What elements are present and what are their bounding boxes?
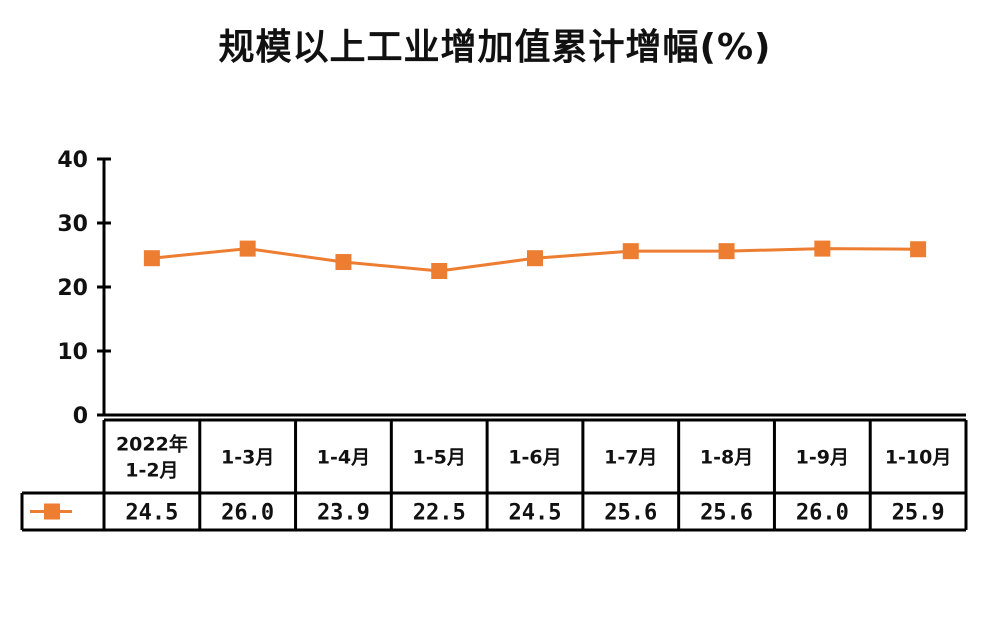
data-table-value: 25.6 [700, 501, 753, 526]
y-tick-label: 30 [57, 212, 88, 237]
chart-title: 规模以上工业增加值累计增幅(%) [218, 27, 772, 68]
y-tick-label: 0 [73, 404, 88, 429]
x-category-label: 1-2月 [125, 460, 178, 482]
x-category-label: 1-7月 [604, 447, 657, 469]
legend-square-marker [44, 503, 60, 520]
data-table-value: 24.5 [509, 501, 562, 526]
x-category-label: 1-3月 [221, 447, 274, 469]
data-point-marker [622, 243, 639, 260]
data-table-value: 24.5 [125, 501, 178, 526]
data-table-value: 26.0 [796, 501, 849, 526]
data-point-marker [910, 241, 927, 258]
y-tick-label: 20 [57, 276, 88, 301]
x-category-label: 1-5月 [413, 447, 466, 469]
data-point-marker [335, 254, 352, 271]
x-category-label: 2022年 [116, 433, 188, 456]
x-category-label: 1-6月 [508, 447, 561, 469]
data-table-value: 23.9 [317, 501, 370, 526]
x-category-label: 1-8月 [700, 447, 753, 469]
data-table-value: 22.5 [413, 501, 466, 526]
data-point-marker [143, 250, 160, 267]
x-category-label: 1-4月 [317, 447, 370, 469]
y-tick-label: 40 [57, 148, 88, 173]
data-table-value: 26.0 [221, 501, 274, 526]
data-table-value: 25.9 [892, 501, 945, 526]
data-point-marker [431, 263, 448, 279]
data-point-marker [239, 240, 256, 257]
data-point-marker [718, 243, 735, 260]
data-point-marker [527, 250, 543, 267]
x-category-label: 1-10月 [885, 447, 952, 469]
data-table-value: 25.6 [604, 501, 657, 526]
y-tick-label: 10 [57, 340, 88, 365]
x-category-label: 1-9月 [796, 447, 849, 469]
data-point-marker [814, 240, 831, 257]
